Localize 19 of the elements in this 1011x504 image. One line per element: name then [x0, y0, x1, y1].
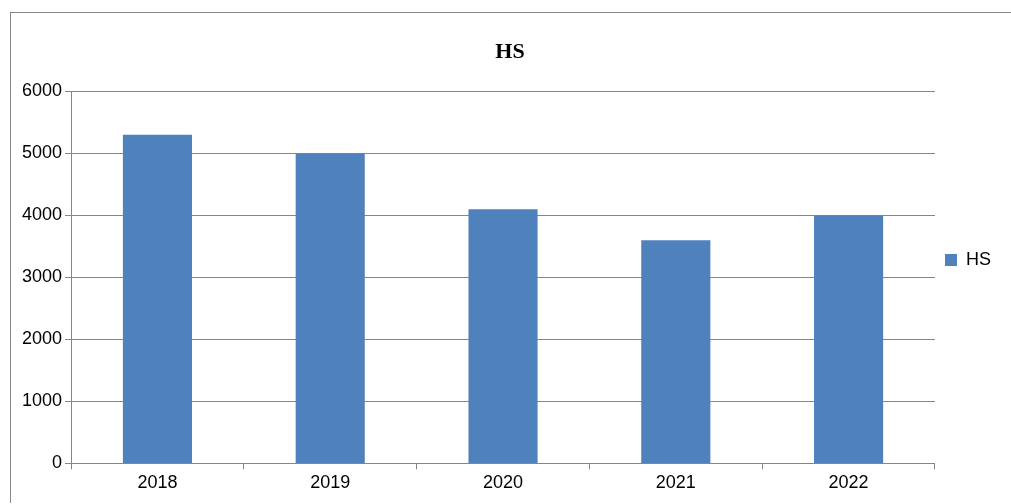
y-tick-label: 0 [52, 452, 63, 473]
x-tick-label: 2021 [655, 472, 696, 493]
y-tick-label: 1000 [22, 390, 63, 411]
y-tick-label: 5000 [22, 142, 63, 163]
x-tick-label: 2019 [310, 472, 351, 493]
bar [814, 215, 884, 463]
chart-title: HS [495, 37, 525, 63]
y-tick-label: 3000 [22, 266, 63, 287]
y-tick-label: 4000 [22, 204, 63, 225]
bar [641, 240, 711, 463]
y-tick-label: 2000 [22, 328, 63, 349]
y-tick-label: 6000 [22, 80, 63, 101]
bar [468, 209, 538, 463]
bar [122, 134, 192, 463]
bar [295, 153, 365, 463]
x-tick-label: 2022 [828, 472, 869, 493]
legend-label: HS [966, 248, 992, 269]
x-tick-label: 2018 [137, 472, 178, 493]
x-tick-label: 2020 [483, 472, 524, 493]
